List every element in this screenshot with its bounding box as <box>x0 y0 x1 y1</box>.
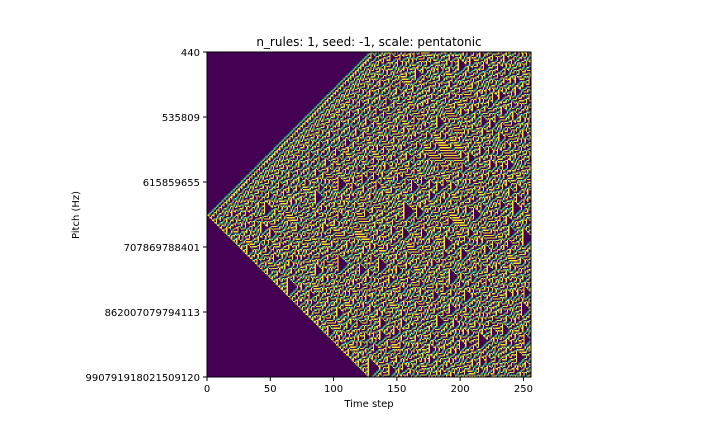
x-axis-label: Time step <box>343 399 393 410</box>
x-axis: 0 50 100 150 200 250 <box>204 377 533 395</box>
y-tick-label: 615859655 <box>143 178 200 189</box>
x-tick-label: 100 <box>324 384 343 395</box>
heatmap-cells <box>207 52 531 377</box>
x-tick-label: 0 <box>204 384 210 395</box>
y-tick-label: 440 <box>181 48 200 59</box>
x-tick-label: 200 <box>451 384 470 395</box>
y-axis-label: Pitch (Hz) <box>71 191 82 239</box>
chart-title: n_rules: 1, seed: -1, scale: pentatonic <box>256 35 481 49</box>
x-tick-label: 250 <box>514 384 533 395</box>
y-tick-label: 535809 <box>162 113 200 124</box>
y-tick-label: 990791918021509120 <box>85 373 200 384</box>
y-tick-label: 707869788401 <box>124 243 200 254</box>
x-tick-label: 50 <box>264 384 277 395</box>
plot-frame <box>206 51 532 378</box>
heatmap-raster-container <box>207 52 531 377</box>
plot-area <box>206 51 532 378</box>
y-axis: 440 535809 615859655 707869788401 8620070797… <box>85 48 207 384</box>
y-tick-label: 862007079794113 <box>105 308 200 319</box>
x-tick-label: 150 <box>387 384 406 395</box>
